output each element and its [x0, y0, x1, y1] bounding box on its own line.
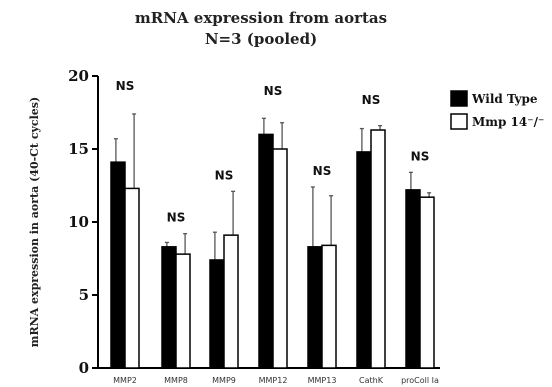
bar-wild-type [307, 246, 323, 369]
legend-label: Mmp 14⁻/⁻ [472, 115, 544, 129]
ns-annotation: NS [264, 84, 283, 98]
chart-title: mRNA expression from aortas [135, 9, 387, 27]
y-tick-label: 20 [68, 67, 89, 85]
bars: NS NS NS NS NS NS NS [110, 79, 435, 369]
y-tick-label: 0 [79, 359, 89, 377]
legend: Wild Type Mmp 14⁻/⁻ [450, 90, 544, 130]
chart-subtitle: N=3 (pooled) [205, 30, 317, 48]
y-tick-label: 15 [68, 140, 89, 158]
ns-annotation: NS [411, 149, 430, 163]
y-axis-label: mRNA expression in aorta (40-Ct cycles) [28, 97, 41, 347]
y-tick-label: 5 [79, 286, 89, 304]
category-label: MMP9 [212, 376, 236, 385]
bar-mmp14-ko [370, 129, 386, 369]
ns-annotation: NS [215, 168, 234, 182]
bar-mmp14-ko [175, 253, 191, 369]
legend-label: Wild Type [471, 92, 538, 106]
bar-wild-type [405, 189, 421, 369]
y-tick-label: 10 [68, 213, 89, 231]
bar-wild-type [161, 246, 177, 369]
bar-wild-type [110, 161, 126, 369]
legend-swatch [450, 90, 468, 107]
bar-mmp14-ko [321, 244, 337, 369]
legend-swatch [450, 113, 468, 130]
bar-mmp14-ko [223, 234, 239, 369]
category-label: CathK [359, 376, 384, 385]
ns-annotation: NS [167, 211, 186, 225]
bar-mmp14-ko [419, 196, 435, 369]
category-label: proColl Ia [401, 376, 439, 385]
bar-wild-type [356, 151, 372, 369]
category-label: MMP13 [308, 376, 337, 385]
ns-annotation: NS [362, 93, 381, 107]
bar-mmp14-ko [124, 187, 140, 369]
category-label: MMP12 [259, 376, 288, 385]
category-label: MMP8 [164, 376, 188, 385]
category-labels: MMP2 MMP8 MMP9 MMP12 MMP13 CathK proColl Ia [113, 376, 439, 385]
y-ticks: 0 5 10 15 20 [68, 67, 98, 377]
category-label: MMP2 [113, 376, 137, 385]
bar-mmp14-ko [272, 148, 288, 369]
ns-annotation: NS [116, 79, 135, 93]
bar-wild-type [209, 259, 225, 369]
bar-wild-type [258, 133, 274, 369]
ns-annotation: NS [313, 164, 332, 178]
